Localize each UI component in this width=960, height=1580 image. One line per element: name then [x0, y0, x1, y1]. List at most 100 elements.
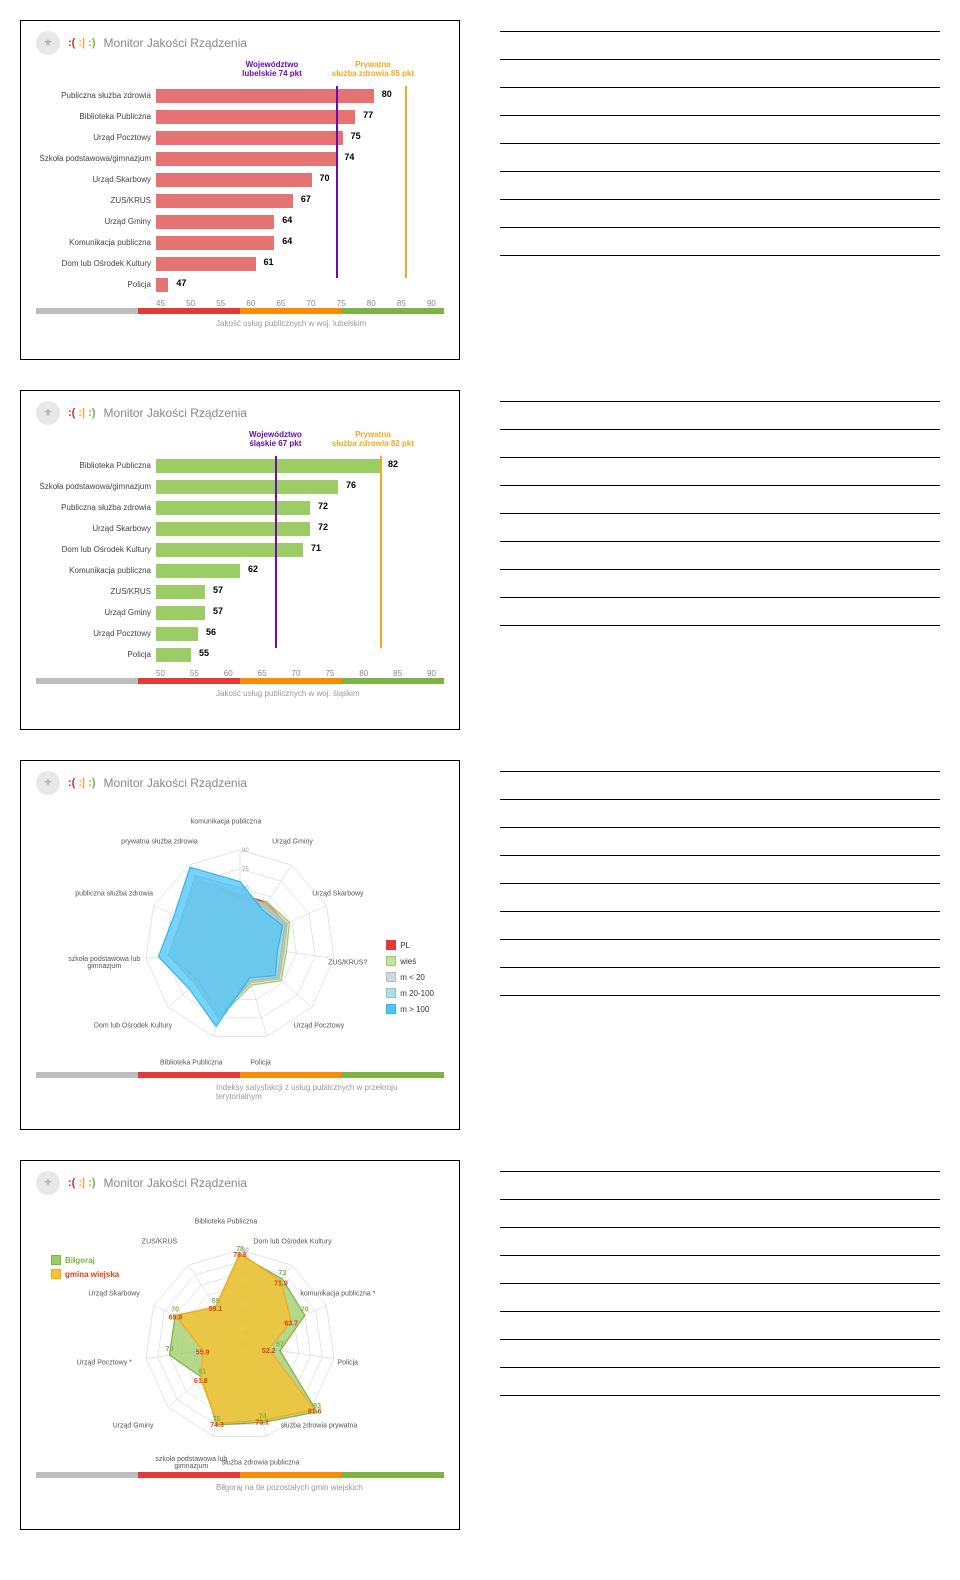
- bar-value: 57: [213, 606, 223, 616]
- svg-text:59.1: 59.1: [209, 1306, 223, 1313]
- reference-line-1: [275, 456, 277, 648]
- bar-value: 64: [282, 236, 292, 246]
- bar-label: Szkoła podstawowa/gimnazjum: [36, 154, 151, 163]
- note-line: [500, 114, 940, 116]
- svg-text:70: 70: [301, 1306, 309, 1313]
- bar-row: ZUS/KRUS 67: [156, 191, 436, 210]
- bar: 72: [156, 522, 310, 536]
- notes-column: [500, 760, 940, 1130]
- bar-value: 57: [213, 585, 223, 595]
- radar-axis-label: Urząd Gminy: [93, 1422, 173, 1429]
- bar-row: Urząd Pocztowy 56: [156, 624, 436, 643]
- bar: 47: [156, 278, 168, 292]
- radar-axis-label: szkoła podstawowa lub gimnazjum: [151, 1456, 231, 1470]
- bar-row: Publiczna służba zdrowia 80: [156, 86, 436, 105]
- svg-text:73: 73: [278, 1270, 286, 1277]
- note-line: [500, 428, 940, 430]
- bar-row: Urząd Gminy 57: [156, 603, 436, 622]
- bar-label: Policja: [36, 280, 151, 289]
- note-line: [500, 770, 940, 772]
- radar-axis-label: ZUS/KRUS: [120, 1238, 200, 1245]
- panel-chart3: ⚜ :( :| :) Monitor Jakości Rządzenia 153…: [20, 760, 460, 1130]
- svg-text:70: 70: [171, 1306, 179, 1313]
- bar-chart: Publiczna służba zdrowia 80 Biblioteka P…: [156, 86, 436, 296]
- svg-text:73.1: 73.1: [255, 1419, 269, 1426]
- note-line: [500, 86, 940, 88]
- bar: 77: [156, 110, 355, 124]
- bar: 72: [156, 501, 310, 515]
- panel-title: Monitor Jakości Rządzenia: [104, 406, 247, 420]
- radar-axis-label: Dom lub Ośrodek Kultury: [252, 1238, 332, 1245]
- svg-text:57: 57: [276, 1342, 284, 1349]
- bar-value: 82: [388, 459, 398, 469]
- legend-item: m < 20: [386, 972, 434, 982]
- emoji-faces: :( :| :): [68, 407, 96, 419]
- radar-chart: 4045505560657075807873705783747561707059…: [36, 1200, 444, 1460]
- panel-header: ⚜ :( :| :) Monitor Jakości Rządzenia: [36, 771, 444, 795]
- radar-axis-label: komunikacja publiczna: [186, 819, 266, 826]
- color-scale-bar: [36, 308, 444, 314]
- bar: 74: [156, 152, 336, 166]
- note-line: [500, 540, 940, 542]
- note-line: [500, 910, 940, 912]
- bar-row: Komunikacja publiczna 62: [156, 561, 436, 580]
- radar-axis-label: Urząd Gminy: [252, 838, 332, 845]
- chart-caption: Jakość usług publicznych w woj. lubelski…: [36, 319, 444, 328]
- bar-row: Urząd Skarbowy 70: [156, 170, 436, 189]
- bar-value: 75: [351, 131, 361, 141]
- note-line: [500, 854, 940, 856]
- bar-row: ZUS/KRUS 57: [156, 582, 436, 601]
- bar-label: Urząd Skarbowy: [36, 175, 151, 184]
- bar: 61: [156, 257, 256, 271]
- bar-row: Szkoła podstawowa/gimnazjum 74: [156, 149, 436, 168]
- bar-value: 55: [199, 648, 209, 658]
- radar-axis-label: szkoła podstawowa lub gimnazjum: [64, 956, 144, 970]
- panel-title: Monitor Jakości Rządzenia: [104, 776, 247, 790]
- bar-label: Publiczna służba zdrowia: [36, 91, 151, 100]
- bar-row: Urząd Gminy 64: [156, 212, 436, 231]
- svg-text:90: 90: [242, 848, 249, 854]
- radar-axis-label: Dom lub Ośrodek Kultury: [93, 1022, 173, 1029]
- bar-row: Policja 47: [156, 275, 436, 294]
- radar-axis-label: komunikacja publiczna *: [298, 1290, 378, 1297]
- bar-value: 74: [344, 152, 354, 162]
- panel-header: ⚜ :( :| :) Monitor Jakości Rządzenia: [36, 401, 444, 425]
- panel-title: Monitor Jakości Rządzenia: [104, 1176, 247, 1190]
- bar-label: Dom lub Ośrodek Kultury: [36, 545, 151, 554]
- chart-caption: Jakość usług publicznych w woj. śląskim: [36, 689, 444, 698]
- note-line: [500, 170, 940, 172]
- bar-value: 72: [318, 501, 328, 511]
- note-line: [500, 1254, 940, 1256]
- emoji-faces: :( :| :): [68, 1177, 96, 1189]
- bar-label: Szkoła podstawowa/gimnazjum: [36, 482, 151, 491]
- note-line: [500, 882, 940, 884]
- radar-axis-label: ZUS/KRUS?: [308, 959, 388, 966]
- note-line: [500, 58, 940, 60]
- bar-label: Komunikacja publiczna: [36, 566, 151, 575]
- note-line: [500, 624, 940, 626]
- note-line: [500, 1310, 940, 1312]
- legend-item: Biłgoraj: [51, 1255, 119, 1265]
- color-scale-bar: [36, 1072, 444, 1078]
- bar-label: Urząd Pocztowy: [36, 629, 151, 638]
- radar-axis-label: Urząd Skarbowy: [298, 890, 378, 897]
- bar-label: Urząd Gminy: [36, 217, 151, 226]
- note-line: [500, 30, 940, 32]
- radar-axis-label: Urząd Pocztowy *: [64, 1359, 144, 1366]
- note-line: [500, 1170, 940, 1172]
- x-axis: 505560657075808590: [156, 669, 436, 678]
- note-line: [500, 826, 940, 828]
- radar-axis-label: Biblioteka Publiczna: [186, 1219, 266, 1226]
- note-line: [500, 1394, 940, 1396]
- svg-text:70: 70: [166, 1346, 174, 1353]
- note-line: [500, 938, 940, 940]
- color-scale-bar: [36, 1472, 444, 1478]
- bar-value: 80: [382, 89, 392, 99]
- bar-value: 62: [248, 564, 258, 574]
- note-line: [500, 596, 940, 598]
- x-axis: 45505560657075808590: [156, 299, 436, 308]
- legend-item: wieś: [386, 956, 434, 966]
- bar-row: Biblioteka Publiczna 82: [156, 456, 436, 475]
- emoji-faces: :( :| :): [68, 37, 96, 49]
- uw-logo: ⚜: [36, 771, 60, 795]
